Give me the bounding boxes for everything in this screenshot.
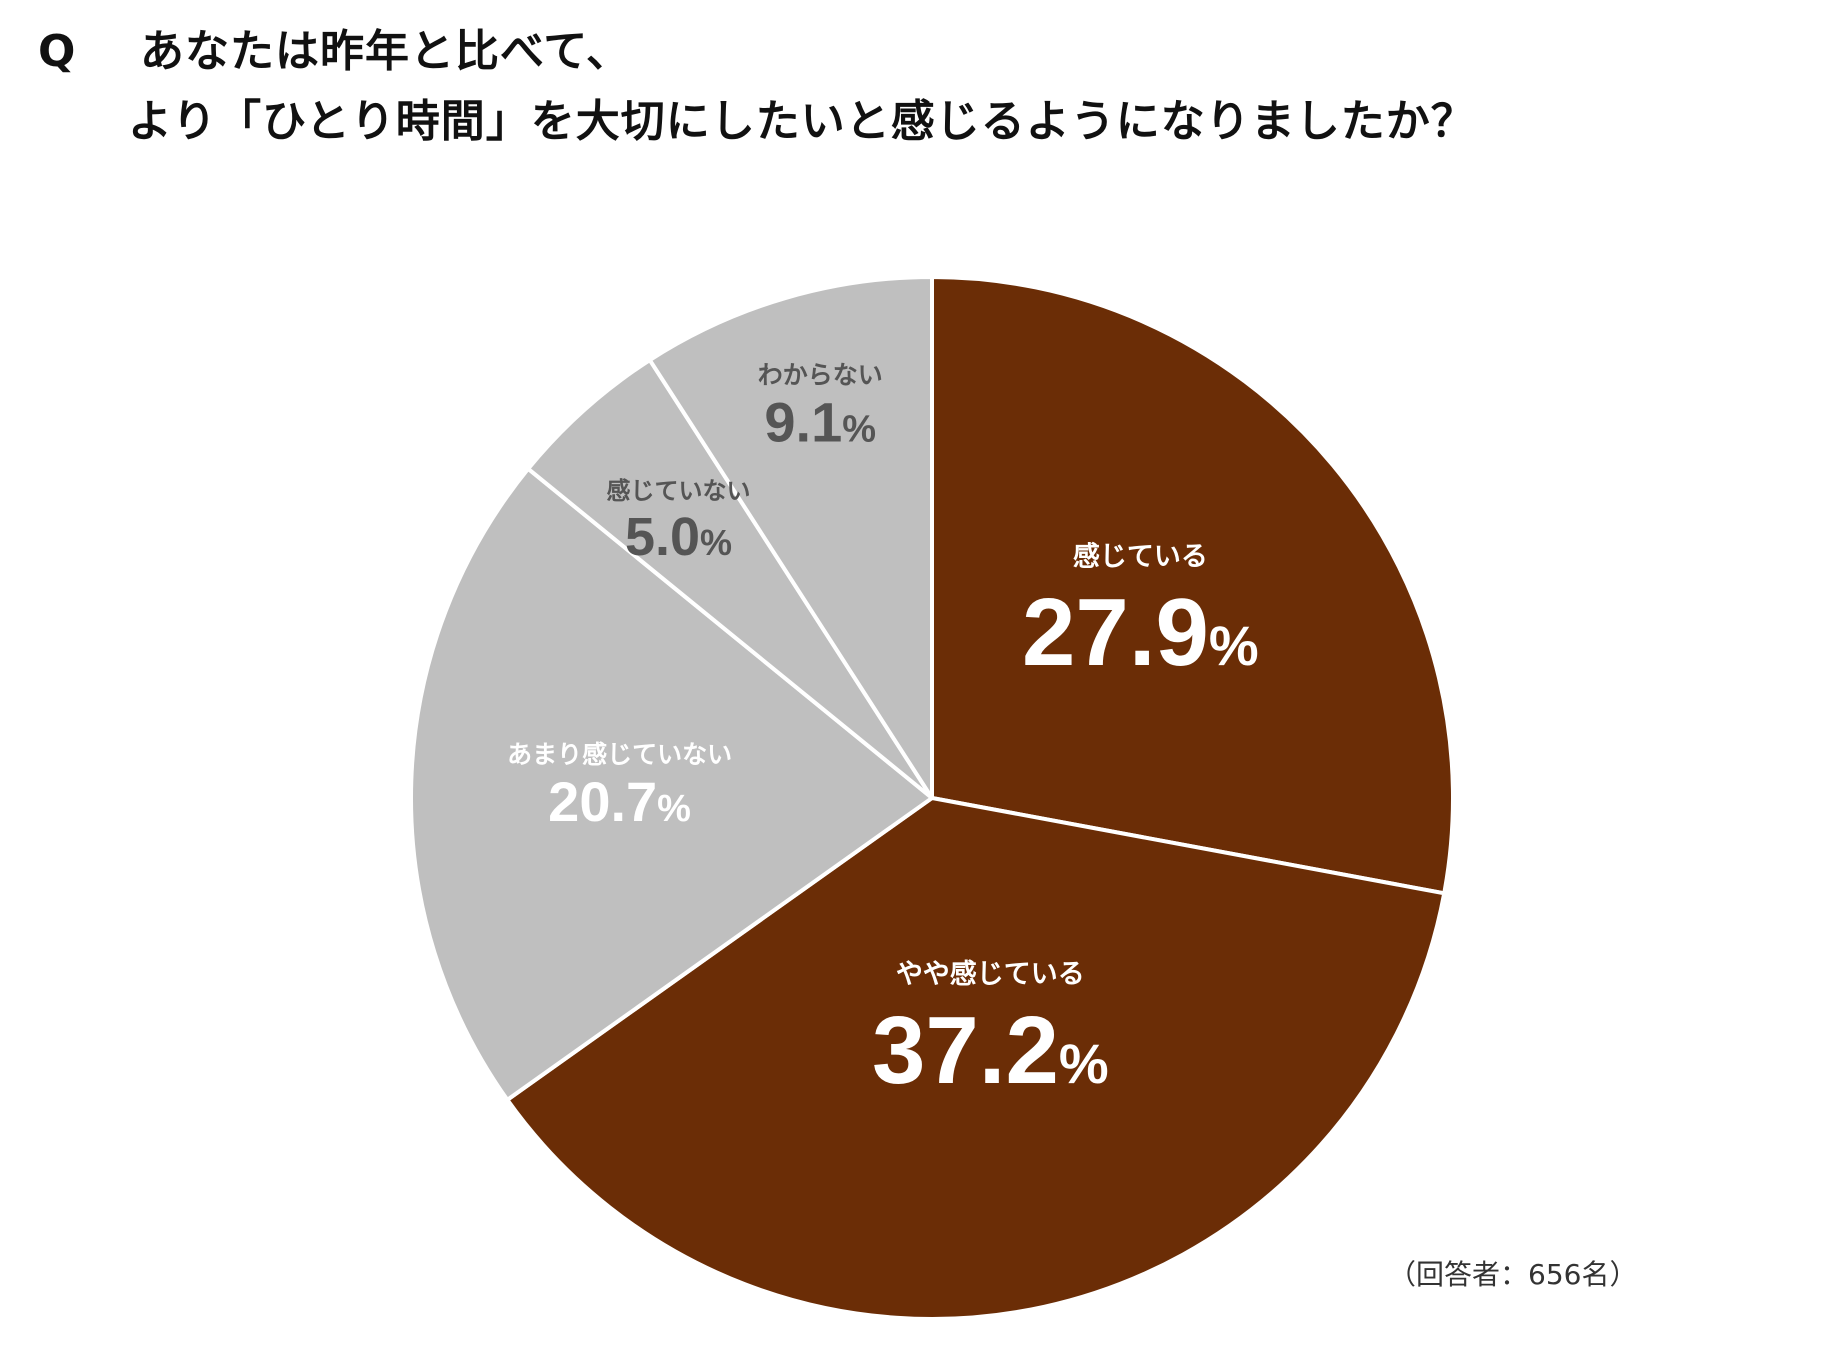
question-mark-label: Q bbox=[38, 26, 76, 77]
slice-label-4: 感じていない bbox=[606, 477, 750, 505]
slice-label-3: あまり感じていない bbox=[507, 740, 732, 769]
pie-slice-4 bbox=[526, 358, 934, 800]
title-line-2: より「ひとり時間」を大切にしたいと感じるようになりましたか？ bbox=[128, 96, 1476, 147]
slice-label-5: わからない bbox=[758, 360, 883, 389]
slice-label-1: 感じている bbox=[1073, 540, 1208, 572]
pie-slice-1 bbox=[930, 275, 1455, 896]
slice-value-2: 37.2% bbox=[872, 997, 1109, 1104]
slice-label-2: やや感じている bbox=[896, 958, 1085, 990]
respondent-count-note: （回答者：656名） bbox=[1388, 1258, 1638, 1291]
title-line-1: あなたは昨年と比べて、 bbox=[140, 26, 632, 77]
slice-value-4: 5.0% bbox=[625, 507, 732, 567]
slice-value-5: 9.1% bbox=[764, 391, 876, 454]
slice-value-3: 20.7% bbox=[548, 770, 691, 833]
slice-value-1: 27.9% bbox=[1022, 579, 1259, 686]
pie-slice-5 bbox=[647, 275, 934, 800]
pie-slice-2 bbox=[505, 796, 1447, 1321]
pie-slice-3 bbox=[409, 466, 934, 1102]
